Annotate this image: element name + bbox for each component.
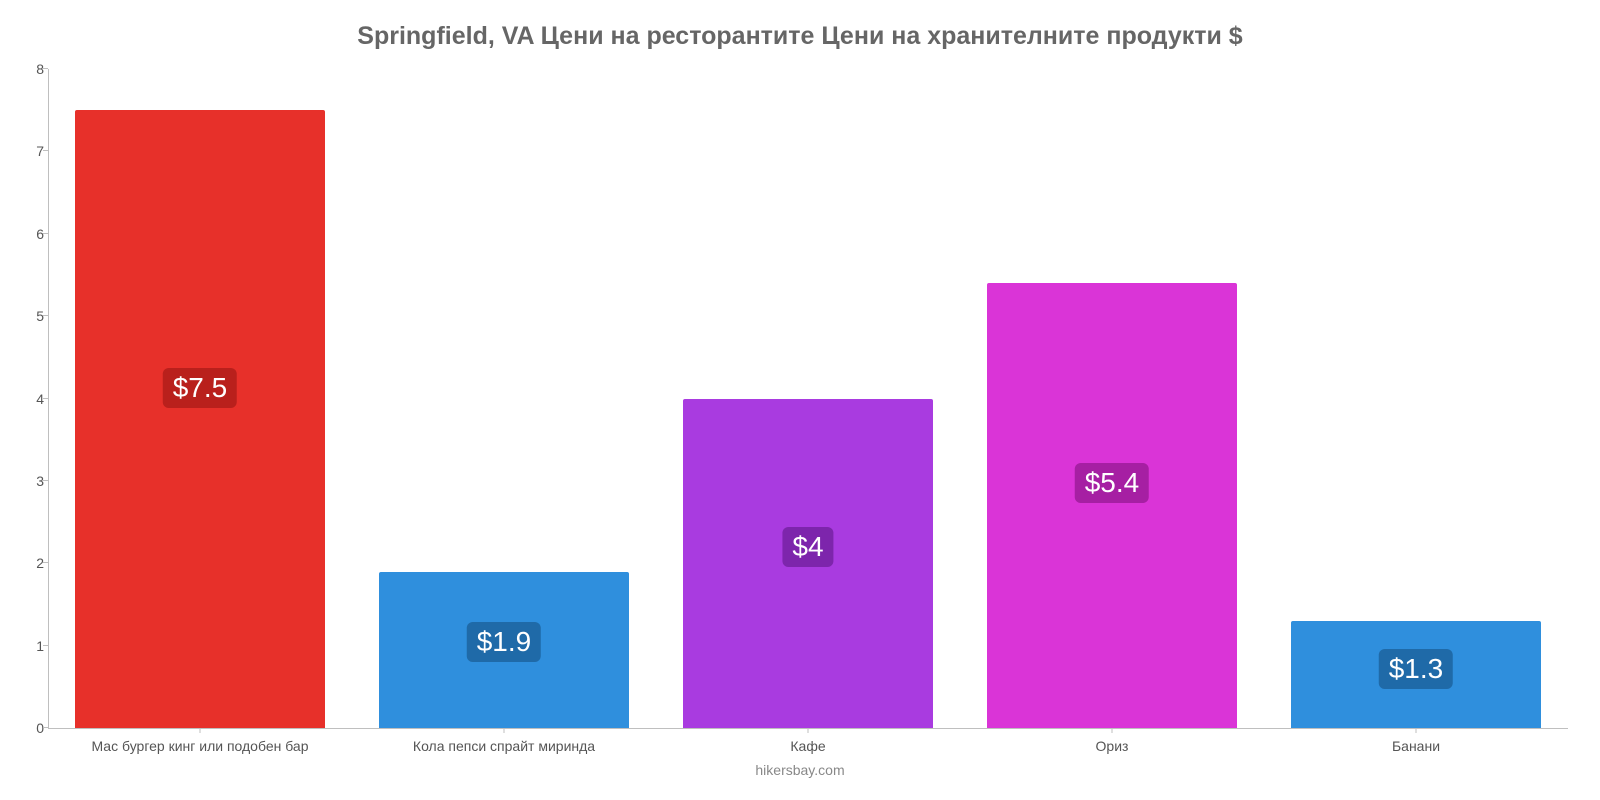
- y-tick-label: 5: [20, 308, 44, 324]
- x-tick-mark: [504, 728, 505, 733]
- y-tick-mark: [43, 727, 48, 728]
- value-badge: $5.4: [1075, 463, 1150, 503]
- bar: $4: [683, 399, 932, 729]
- y-tick-mark: [43, 68, 48, 69]
- y-tick-mark: [43, 480, 48, 481]
- y-tick-mark: [43, 562, 48, 563]
- x-tick-mark: [200, 728, 201, 733]
- y-tick-mark: [43, 315, 48, 316]
- bar: $1.9: [379, 572, 628, 729]
- y-tick-label: 3: [20, 473, 44, 489]
- bars-layer: $7.5 $1.9 $4 $5.4 $1.3: [48, 69, 1568, 728]
- y-tick-label: 0: [20, 720, 44, 736]
- x-axis-label: Кафе: [790, 738, 825, 754]
- x-axis-label: Банани: [1392, 738, 1440, 754]
- y-tick-label: 8: [20, 61, 44, 77]
- y-tick-mark: [43, 645, 48, 646]
- y-tick-mark: [43, 398, 48, 399]
- y-tick-label: 4: [20, 391, 44, 407]
- value-badge: $4: [782, 527, 833, 567]
- x-axis-label: Мас бургер кинг или подобен бар: [91, 738, 308, 754]
- plot-area: $7.5$1.9$4$5.4$1.3 012345678: [48, 69, 1568, 729]
- y-tick-label: 2: [20, 555, 44, 571]
- x-axis-label: Кола пепси спрайт миринда: [413, 738, 595, 754]
- value-badge: $1.9: [467, 622, 542, 662]
- y-tick-label: 6: [20, 226, 44, 242]
- y-tick-mark: [43, 233, 48, 234]
- x-tick-mark: [1112, 728, 1113, 733]
- bar: $1.3: [1291, 621, 1540, 728]
- bar: $7.5: [75, 110, 324, 728]
- x-axis-label: Ориз: [1096, 738, 1129, 754]
- bar: $5.4: [987, 283, 1236, 728]
- y-tick-label: 7: [20, 143, 44, 159]
- y-tick-mark: [43, 150, 48, 151]
- chart-title: Springfield, VA Цени на ресторантите Цен…: [20, 22, 1580, 51]
- value-badge: $7.5: [163, 368, 238, 408]
- x-tick-mark: [808, 728, 809, 733]
- value-badge: $1.3: [1379, 649, 1454, 689]
- x-tick-mark: [1416, 728, 1417, 733]
- attribution: hikersbay.com: [0, 762, 1600, 778]
- y-tick-label: 1: [20, 638, 44, 654]
- chart-container: Springfield, VA Цени на ресторантите Цен…: [0, 0, 1600, 800]
